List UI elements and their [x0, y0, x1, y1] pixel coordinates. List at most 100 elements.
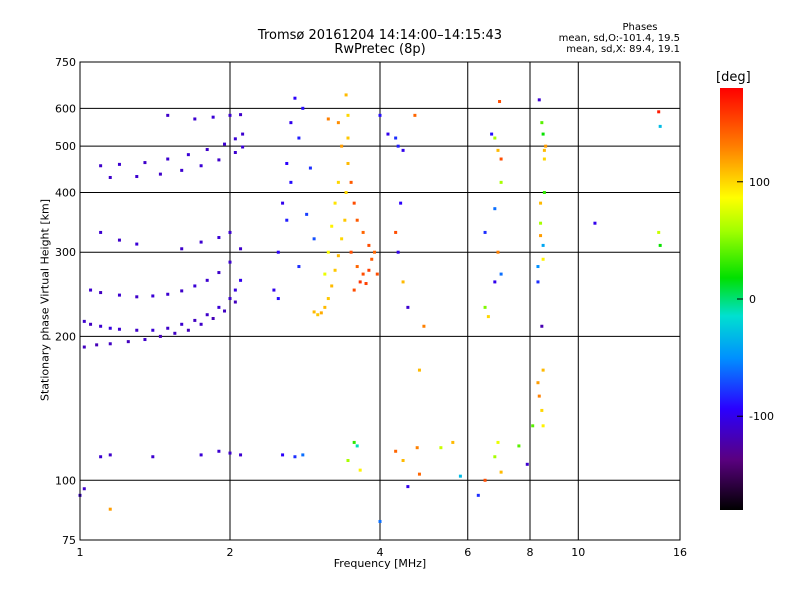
data-point: [166, 113, 170, 117]
data-point: [542, 157, 546, 161]
data-point: [344, 93, 348, 97]
data-point: [239, 453, 243, 457]
data-point: [312, 310, 316, 314]
data-point: [373, 250, 377, 254]
data-point: [394, 136, 398, 140]
data-point: [330, 284, 334, 288]
data-point: [180, 168, 184, 172]
data-point: [537, 394, 541, 398]
legend-line-x: mean, sd,X: 89.4, 19.1: [566, 44, 680, 55]
data-point: [180, 322, 184, 326]
data-point: [135, 295, 139, 299]
data-point: [143, 338, 147, 342]
data-point: [539, 201, 543, 205]
y-tick-label: 400: [55, 186, 76, 199]
data-point: [199, 453, 203, 457]
data-point: [539, 234, 543, 238]
data-point: [541, 424, 545, 428]
data-point: [289, 121, 293, 125]
data-point: [422, 324, 426, 328]
data-point: [108, 507, 112, 511]
data-point: [297, 265, 301, 269]
data-point: [525, 462, 529, 466]
data-point: [301, 453, 305, 457]
data-point: [540, 324, 544, 328]
x-axis-label: Frequency [MHz]: [333, 557, 427, 570]
data-point: [361, 230, 365, 234]
data-point: [536, 265, 540, 269]
x-tick-label: 4: [377, 546, 384, 559]
data-point: [297, 136, 301, 140]
data-point: [406, 485, 410, 489]
data-point: [173, 331, 177, 335]
data-point: [158, 334, 162, 338]
legend-title: Phases: [622, 22, 658, 33]
data-point: [346, 458, 350, 462]
data-point: [542, 190, 546, 194]
data-point: [281, 453, 285, 457]
data-point: [394, 449, 398, 453]
y-tick-label: 200: [55, 330, 76, 343]
data-point: [82, 319, 86, 323]
data-point: [180, 289, 184, 293]
data-point: [281, 201, 285, 205]
data-point: [346, 136, 350, 140]
data-point: [355, 265, 359, 269]
data-point: [158, 172, 162, 176]
data-point: [166, 326, 170, 330]
data-point: [99, 324, 103, 328]
data-point: [239, 247, 243, 251]
data-point: [333, 201, 337, 205]
data-point: [285, 218, 289, 222]
data-point: [217, 271, 221, 275]
data-point: [166, 157, 170, 161]
data-point: [541, 132, 545, 136]
data-point: [285, 161, 289, 165]
data-point: [531, 424, 535, 428]
data-point: [276, 250, 280, 254]
data-point: [193, 318, 197, 322]
data-points: [78, 93, 662, 523]
data-point: [326, 297, 330, 301]
data-point: [396, 250, 400, 254]
data-point: [151, 328, 155, 332]
data-point: [228, 451, 232, 455]
data-point: [658, 243, 662, 247]
data-point: [399, 201, 403, 205]
data-point: [499, 272, 503, 276]
data-point: [228, 297, 232, 301]
chart-title: Tromsø 20161204 14:14:00–14:15:43: [257, 28, 503, 43]
data-point: [312, 237, 316, 241]
data-point: [386, 132, 390, 136]
data-point: [241, 132, 245, 136]
data-point: [540, 121, 544, 125]
x-tick-label: 8: [527, 546, 534, 559]
data-point: [217, 236, 221, 240]
data-point: [483, 305, 487, 309]
data-point: [593, 221, 597, 225]
data-point: [541, 243, 545, 247]
data-point: [401, 148, 405, 152]
data-point: [99, 455, 103, 459]
data-point: [544, 144, 548, 148]
data-point: [336, 180, 340, 184]
data-point: [378, 113, 382, 117]
data-point: [186, 153, 190, 157]
data-point: [89, 322, 93, 326]
data-point: [458, 474, 462, 478]
data-point: [228, 113, 232, 117]
data-point: [417, 472, 421, 476]
data-point: [199, 322, 203, 326]
y-tick-label: 75: [62, 534, 76, 547]
data-point: [117, 162, 121, 166]
data-point: [95, 343, 99, 347]
data-point: [493, 207, 497, 211]
data-point: [361, 272, 365, 276]
data-point: [540, 408, 544, 412]
x-tick-label: 2: [227, 546, 234, 559]
data-point: [108, 175, 112, 179]
data-point: [293, 96, 297, 100]
data-point: [490, 132, 494, 136]
data-point: [394, 230, 398, 234]
